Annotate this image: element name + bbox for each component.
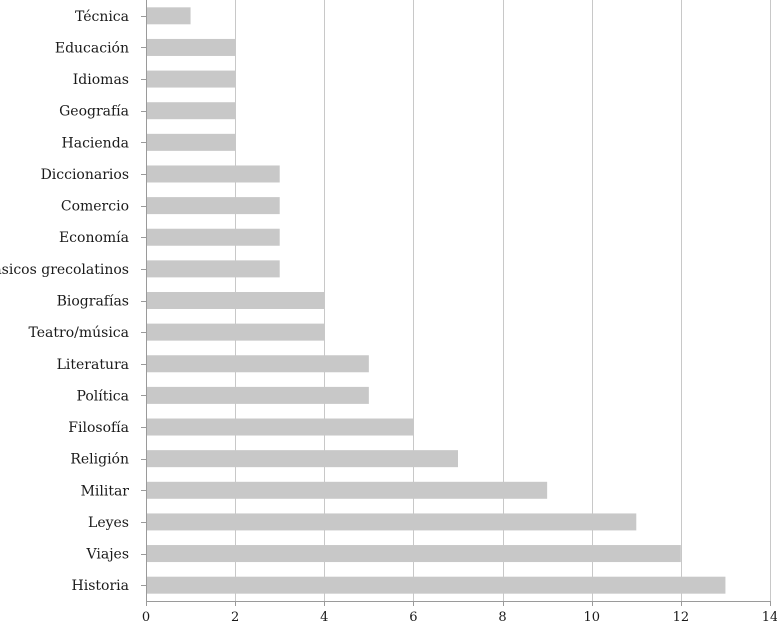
x-tick-label-8: 8 — [498, 610, 506, 624]
bar-economía — [147, 228, 280, 246]
category-label: Biografías — [57, 294, 129, 310]
category-label: Diccionarios — [41, 167, 129, 183]
category-label: Técnica — [75, 9, 129, 25]
bar-diccionarios — [147, 165, 280, 183]
bar-filosofía — [147, 418, 414, 436]
bar-viajes — [147, 545, 681, 563]
x-tick-label-12: 12 — [673, 610, 690, 624]
bar-hacienda — [147, 133, 236, 151]
category-label: Educación — [55, 40, 129, 56]
category-label: Política — [76, 388, 129, 404]
category-label: Comercio — [61, 199, 129, 215]
x-tick-label-0: 0 — [142, 610, 150, 624]
bar-historia — [147, 576, 726, 594]
x-tick-label-2: 2 — [231, 610, 239, 624]
bar-idiomas — [147, 70, 236, 88]
axes — [141, 0, 771, 606]
x-tick-label-10: 10 — [583, 610, 600, 624]
category-label: Historia — [72, 578, 129, 594]
x-tick-label-4: 4 — [320, 610, 328, 624]
gridlines — [235, 0, 771, 601]
bar-comercio — [147, 197, 280, 215]
bar-biografías — [147, 292, 325, 309]
bar-educación — [147, 38, 236, 56]
x-tick-label-6: 6 — [409, 610, 417, 624]
category-label: Filosofía — [68, 420, 129, 436]
bar-teatro-música — [147, 323, 325, 341]
category-label: Economía — [59, 230, 129, 246]
category-label: Literatura — [57, 357, 129, 373]
category-labels: Técnica Educación Idiomas Geografía Hacienda… — [0, 9, 129, 594]
bars — [147, 7, 726, 594]
bar-técnica — [147, 7, 191, 25]
category-label: Geografía — [59, 104, 129, 120]
category-label: Clásicos grecolatinos — [0, 262, 129, 278]
bar-leyes — [147, 513, 637, 531]
bar-política — [147, 386, 369, 404]
category-label: Leyes — [88, 515, 129, 531]
bar-religión — [147, 450, 458, 468]
bar-literatura — [147, 355, 369, 373]
tick-labels: 0 2 4 6 8 10 12 14 — [142, 610, 777, 624]
category-label: Militar — [81, 483, 130, 499]
category-label: Religión — [70, 452, 129, 468]
bar-clásicos-grecolatinos — [147, 260, 280, 278]
bar-militar — [147, 481, 548, 499]
bar-geografía — [147, 102, 236, 120]
category-label: Hacienda — [62, 135, 129, 151]
category-label: Viajes — [86, 547, 130, 563]
x-tick-label-14: 14 — [762, 610, 777, 624]
category-label: Teatro/música — [29, 325, 130, 341]
category-label: Idiomas — [73, 72, 129, 88]
